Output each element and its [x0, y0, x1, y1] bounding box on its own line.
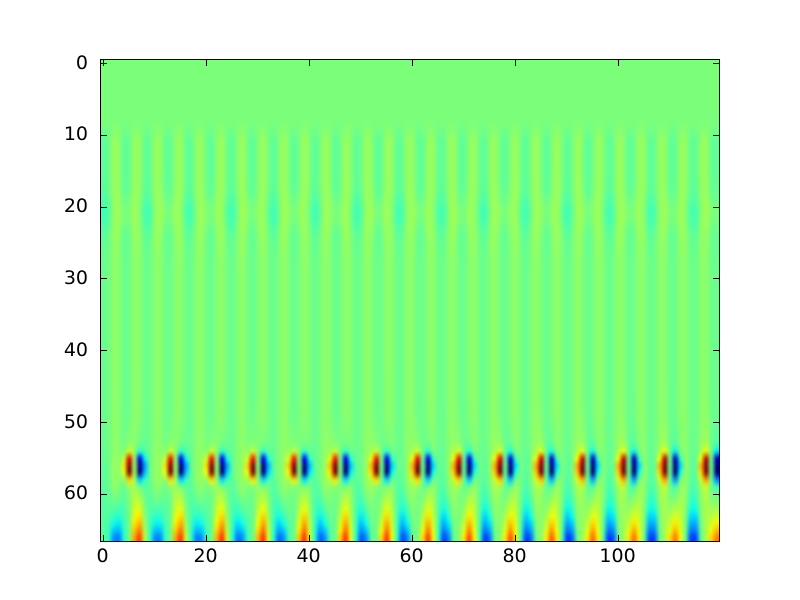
y-tick-label: 20 [63, 195, 88, 218]
x-tick-label: 0 [96, 545, 109, 567]
y-tick-mark-left [101, 63, 107, 65]
x-tick-mark-bottom [412, 535, 414, 541]
x-tick-mark-top [618, 60, 620, 66]
y-tick-label: 60 [63, 482, 88, 505]
x-tick-mark-bottom [618, 535, 620, 541]
y-tick-mark-right [713, 278, 719, 280]
y-tick-mark-left [101, 350, 107, 352]
y-tick-mark-left [101, 422, 107, 424]
y-tick-mark-left [101, 206, 107, 208]
x-tick-mark-top [515, 60, 517, 66]
x-tick-mark-top [103, 60, 105, 66]
y-tick-mark-left [101, 134, 107, 136]
y-tick-mark-left [101, 493, 107, 495]
x-tick-label: 60 [399, 545, 424, 567]
x-tick-mark-bottom [103, 535, 105, 541]
x-tick-label: 100 [599, 545, 636, 567]
x-tick-label: 20 [193, 545, 218, 567]
x-tick-mark-top [206, 60, 208, 66]
y-tick-mark-right [713, 493, 719, 495]
y-tick-mark-right [713, 206, 719, 208]
y-tick-label: 50 [63, 410, 88, 433]
y-tick-label: 10 [63, 123, 88, 146]
y-tick-mark-right [713, 350, 719, 352]
x-tick-label: 40 [296, 545, 321, 567]
y-tick-label: 30 [63, 266, 88, 289]
plot-axes [100, 59, 720, 542]
y-tick-label: 40 [63, 338, 88, 361]
x-tick-label: 80 [502, 545, 527, 567]
y-tick-mark-right [713, 134, 719, 136]
x-tick-mark-top [412, 60, 414, 66]
y-tick-mark-right [713, 422, 719, 424]
x-tick-mark-top [309, 60, 311, 66]
y-tick-label: 0 [75, 51, 88, 74]
y-tick-mark-left [101, 278, 107, 280]
x-tick-mark-bottom [206, 535, 208, 541]
x-tick-mark-bottom [309, 535, 311, 541]
y-tick-mark-right [713, 63, 719, 65]
x-tick-mark-bottom [515, 535, 517, 541]
heatmap-image [101, 60, 719, 541]
